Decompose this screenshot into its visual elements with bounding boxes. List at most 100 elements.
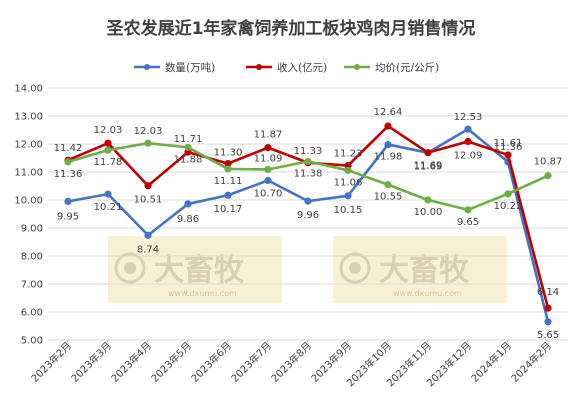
data-point xyxy=(384,140,392,149)
data-point xyxy=(384,122,392,130)
y-tick-label: 8.00 xyxy=(21,252,43,263)
y-tick-label: 7.00 xyxy=(21,280,43,291)
data-label: 11.69 xyxy=(414,161,443,172)
watermark-logo-dot xyxy=(349,262,361,274)
data-label: 9.95 xyxy=(57,211,79,222)
data-point xyxy=(464,137,472,146)
data-point xyxy=(424,149,432,157)
data-point xyxy=(104,190,112,198)
data-label: 11.78 xyxy=(94,157,123,168)
data-point xyxy=(504,151,512,159)
x-tick-label: 2023年7月 xyxy=(228,339,274,385)
data-label: 12.09 xyxy=(454,150,483,161)
data-point xyxy=(544,304,552,312)
legend-label: 数量(万吨) xyxy=(165,61,215,74)
data-label: 8.74 xyxy=(137,244,159,255)
watermark-brand: 大畜牧 xyxy=(154,253,245,288)
legend-marker xyxy=(144,64,150,70)
data-point xyxy=(64,197,72,205)
data-point xyxy=(264,165,272,174)
data-label: 11.61 xyxy=(494,138,523,149)
data-label: 11.69 xyxy=(414,162,443,173)
y-tick-label: 12.00 xyxy=(14,140,43,151)
data-label: 11.36 xyxy=(54,169,83,180)
data-point xyxy=(264,176,272,184)
data-label: 5.65 xyxy=(537,330,559,341)
data-point xyxy=(384,181,392,189)
legend-label: 收入(亿元) xyxy=(277,61,327,74)
data-label: 11.87 xyxy=(254,130,283,141)
data-point xyxy=(464,125,472,133)
chart-title: 圣农发展近1年家禽饲养加工板块鸡肉月销售情况 xyxy=(107,18,476,39)
watermark-brand: 大畜牧 xyxy=(379,253,470,288)
y-tick-label: 11.00 xyxy=(14,168,43,179)
watermark-box xyxy=(108,236,282,303)
data-label: 11.71 xyxy=(174,134,203,145)
data-label: 9.96 xyxy=(297,210,319,221)
x-tick-label: 2023年4月 xyxy=(108,339,154,385)
data-label: 10.15 xyxy=(334,205,363,216)
data-label: 10.55 xyxy=(374,192,403,203)
data-point xyxy=(504,190,512,198)
x-tick-label: 2023年8月 xyxy=(268,339,314,385)
data-point xyxy=(144,231,152,239)
data-label: 10.22 xyxy=(494,201,523,212)
y-tick-label: 13.00 xyxy=(14,112,43,123)
data-label: 10.17 xyxy=(214,204,243,215)
data-label: 12.64 xyxy=(374,107,403,118)
watermark-logo-icon xyxy=(339,252,371,284)
data-point xyxy=(144,182,152,190)
data-label: 10.87 xyxy=(534,157,563,168)
watermark-logo-icon xyxy=(114,252,146,284)
data-label: 12.53 xyxy=(454,112,483,123)
y-tick-label: 10.00 xyxy=(14,196,43,207)
x-tick-label: 2023年6月 xyxy=(188,339,234,385)
y-tick-label: 9.00 xyxy=(21,224,43,235)
data-label: 11.09 xyxy=(254,153,283,164)
x-tick-label: 2024年2月 xyxy=(508,339,554,385)
data-point xyxy=(304,197,312,205)
data-label: 9.86 xyxy=(177,214,199,225)
y-tick-label: 5.00 xyxy=(21,336,43,347)
watermark-site: www.dxumu.com xyxy=(393,289,462,298)
data-point xyxy=(544,318,552,326)
y-tick-label: 14.00 xyxy=(14,84,43,95)
watermark-site: www.dxumu.com xyxy=(168,289,237,298)
data-point xyxy=(224,165,232,173)
watermark-logo-dot xyxy=(124,262,136,274)
data-label: 12.03 xyxy=(94,125,123,136)
data-label: 11.33 xyxy=(294,146,323,157)
data-label: 11.98 xyxy=(374,152,403,163)
legend-label: 均价(元/公斤) xyxy=(375,62,439,74)
data-point xyxy=(344,192,352,200)
data-label: 10.70 xyxy=(254,188,283,199)
data-label: 10.00 xyxy=(414,207,443,218)
data-label: 11.42 xyxy=(54,143,83,154)
watermark-box xyxy=(333,236,507,303)
x-tick-label: 2024年1月 xyxy=(468,339,514,385)
data-label: 10.21 xyxy=(94,202,123,213)
data-label: 11.06 xyxy=(334,177,363,188)
data-point xyxy=(64,158,72,166)
data-point xyxy=(424,196,432,204)
data-label: 12.03 xyxy=(134,126,163,137)
data-label: 6.14 xyxy=(537,287,559,298)
data-label: 11.30 xyxy=(214,148,243,159)
data-label: 10.51 xyxy=(134,195,163,206)
data-label: 11.88 xyxy=(174,154,203,165)
data-label: 11.36 xyxy=(494,142,523,153)
data-point xyxy=(304,157,312,165)
data-point xyxy=(344,166,352,174)
legend-marker xyxy=(256,64,262,70)
x-tick-label: 2023年3月 xyxy=(68,339,114,385)
data-point xyxy=(544,172,552,180)
data-point xyxy=(224,160,232,168)
x-tick-label: 2023年9月 xyxy=(308,339,354,385)
data-point xyxy=(104,146,112,154)
data-point xyxy=(264,144,272,152)
data-point xyxy=(184,143,192,151)
data-label: 11.11 xyxy=(214,176,243,187)
data-point xyxy=(224,191,232,199)
